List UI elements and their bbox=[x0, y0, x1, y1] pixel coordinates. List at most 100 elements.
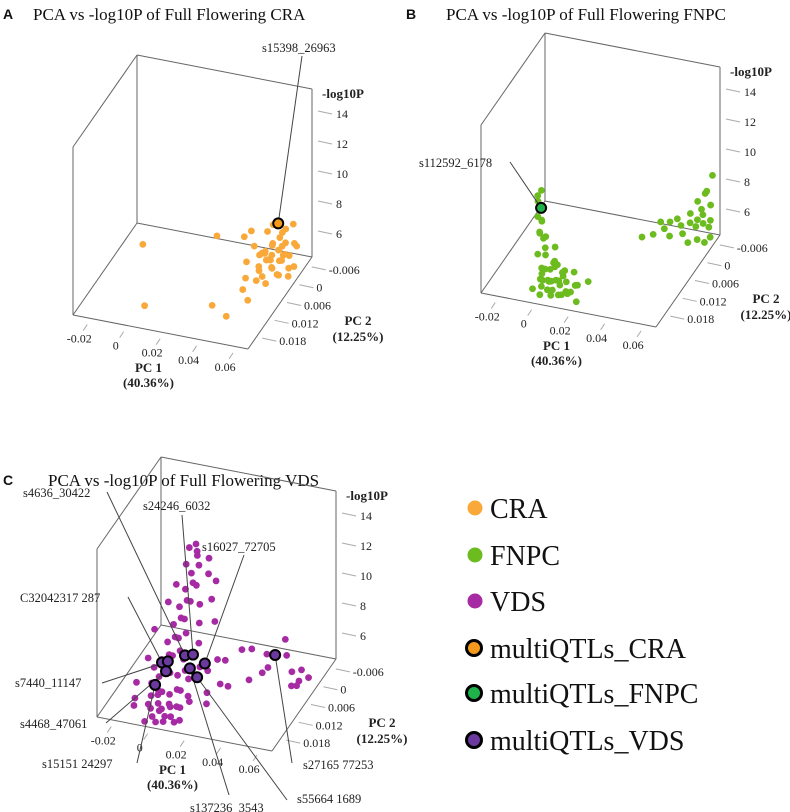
z-tick bbox=[725, 88, 741, 93]
data-point bbox=[548, 286, 556, 294]
x-tick bbox=[192, 345, 198, 353]
z-axis-title: -log10P bbox=[730, 64, 772, 79]
data-point bbox=[130, 702, 138, 709]
data-point bbox=[551, 257, 559, 265]
box-edge bbox=[480, 292, 657, 328]
x-tick bbox=[143, 733, 149, 740]
highlight-point bbox=[269, 648, 282, 661]
box-edge bbox=[96, 716, 273, 752]
highlight-label: C32042317 287 bbox=[20, 591, 100, 605]
data-point bbox=[244, 296, 252, 304]
z-axis-title: -log10P bbox=[322, 86, 364, 101]
x-axis-title-line2: (40.36%) bbox=[123, 375, 174, 390]
data-point bbox=[567, 288, 574, 296]
y-tick bbox=[707, 262, 722, 267]
y-tick bbox=[310, 704, 326, 709]
data-point bbox=[221, 656, 229, 664]
data-point bbox=[205, 554, 213, 562]
z-tick bbox=[317, 140, 333, 145]
z-tick-label: 10 bbox=[360, 569, 372, 583]
box-edge bbox=[480, 32, 546, 126]
x-tick-label: 0 bbox=[137, 741, 143, 755]
y-axis-title-line2: (12.25%) bbox=[741, 307, 790, 322]
data-point bbox=[649, 230, 657, 238]
z-tick bbox=[341, 512, 357, 517]
y-tick-label: -0.006 bbox=[353, 665, 384, 679]
data-point bbox=[166, 703, 174, 711]
x-axis-title-line2: (40.36%) bbox=[147, 777, 198, 792]
box-edge bbox=[72, 222, 138, 316]
data-point bbox=[268, 251, 276, 259]
data-point bbox=[293, 682, 301, 690]
x-tick bbox=[119, 331, 125, 338]
legend-marker bbox=[467, 593, 483, 609]
box-edge bbox=[96, 456, 162, 550]
z-tick-label: 14 bbox=[744, 85, 756, 99]
y-tick-label: 0.012 bbox=[292, 316, 319, 330]
y-tick bbox=[286, 302, 302, 307]
data-point bbox=[536, 228, 543, 236]
data-point bbox=[534, 213, 542, 221]
data-point bbox=[705, 223, 713, 231]
data-point bbox=[174, 671, 181, 679]
data-point bbox=[245, 676, 253, 684]
leader-line bbox=[181, 514, 194, 655]
data-point bbox=[289, 220, 297, 228]
data-point bbox=[133, 678, 140, 686]
data-point bbox=[537, 282, 545, 290]
y-axis-title-line1: PC 2 bbox=[368, 715, 395, 730]
data-point bbox=[703, 187, 711, 195]
box-edge bbox=[247, 256, 313, 350]
x-tick bbox=[179, 740, 185, 747]
data-point bbox=[673, 215, 681, 223]
data-point bbox=[534, 192, 542, 200]
data-point bbox=[159, 718, 167, 726]
data-point bbox=[166, 690, 173, 698]
x-tick-label: 0.02 bbox=[166, 748, 187, 762]
data-point bbox=[276, 234, 284, 241]
leader-line bbox=[106, 491, 186, 656]
data-point bbox=[187, 569, 195, 577]
y-axis-title-line1: PC 2 bbox=[344, 313, 371, 328]
data-point bbox=[288, 682, 295, 690]
y-tick-label: 0 bbox=[316, 281, 322, 295]
leader-line bbox=[509, 161, 542, 209]
z-tick bbox=[725, 208, 741, 213]
highlight-label: s137236_3543 bbox=[190, 801, 264, 812]
data-point bbox=[699, 220, 707, 227]
data-point bbox=[187, 597, 194, 605]
data-point bbox=[195, 561, 203, 569]
highlight-label: s27165 77253 bbox=[303, 758, 374, 772]
x-tick bbox=[600, 323, 606, 331]
z-tick-label: 8 bbox=[360, 599, 366, 613]
x-tick-label: 0.02 bbox=[550, 324, 571, 338]
data-point bbox=[305, 674, 312, 682]
box-edge bbox=[480, 200, 546, 294]
data-point bbox=[242, 274, 249, 282]
data-point bbox=[176, 603, 183, 611]
data-point bbox=[693, 236, 701, 243]
legend-label: multiQTLs_VDS bbox=[490, 726, 684, 757]
data-point bbox=[584, 278, 592, 286]
leader-line bbox=[204, 554, 245, 664]
z-tick-label: 6 bbox=[360, 629, 366, 643]
data-point bbox=[551, 263, 559, 271]
highlight-point bbox=[183, 662, 196, 675]
highlight-point bbox=[535, 201, 548, 214]
box-edge bbox=[72, 314, 249, 350]
data-point bbox=[657, 218, 665, 226]
data-point bbox=[208, 301, 216, 309]
data-point bbox=[686, 219, 694, 227]
y-tick bbox=[262, 337, 277, 342]
data-point bbox=[176, 704, 184, 712]
data-point bbox=[211, 618, 219, 625]
y-tick-label: -0.006 bbox=[329, 263, 360, 277]
chart-title: PCA vs -log10P of Full Flowering CRA bbox=[33, 5, 306, 24]
z-tick bbox=[317, 110, 333, 115]
y-axis-title-line2: (12.25%) bbox=[357, 731, 408, 746]
y-tick-label: 0.012 bbox=[700, 294, 727, 308]
leader-line bbox=[127, 596, 163, 663]
panel-c: C PCA vs -log10P of Full Flowering VDS -0.… bbox=[3, 456, 408, 812]
data-point bbox=[537, 186, 545, 194]
